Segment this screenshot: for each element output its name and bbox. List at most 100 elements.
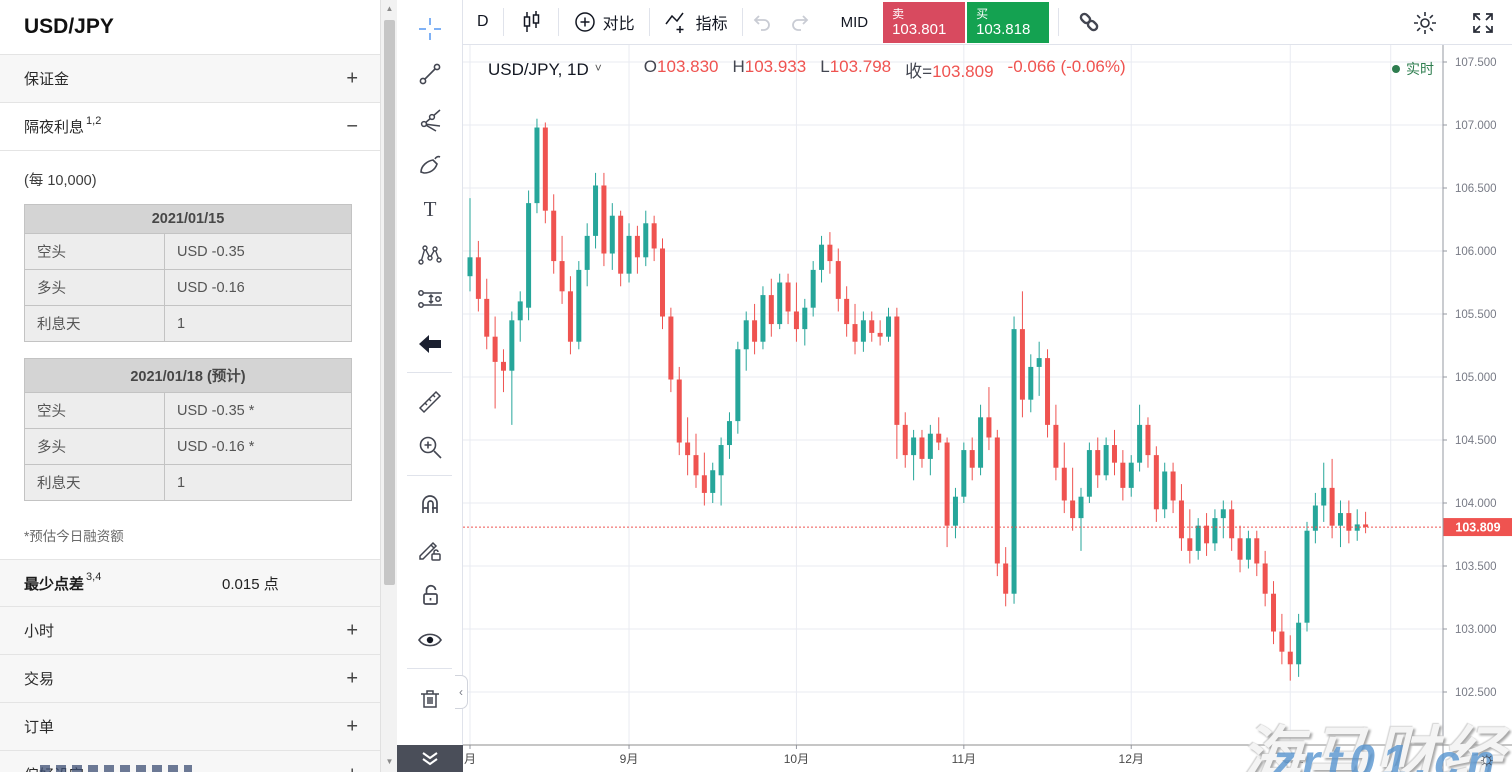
redo-button[interactable]	[781, 12, 819, 32]
footnote-sup: 3,4	[86, 571, 102, 583]
svg-text:10月: 10月	[784, 752, 809, 766]
section-margin[interactable]: 保证金 +	[0, 55, 380, 103]
svg-text:107.000: 107.000	[1455, 120, 1497, 132]
scroll-down-icon[interactable]: ▼	[385, 757, 394, 766]
section-overnight-interest[interactable]: 隔夜利息 1,2 −	[0, 103, 380, 151]
crosshair-tool[interactable]	[397, 6, 462, 51]
footnote-sup: 1,2	[86, 114, 102, 127]
chart-toolbar: D 对比 指标	[463, 0, 1512, 45]
close-label: 收=	[905, 62, 933, 81]
chart-panel: D 对比 指标	[455, 0, 1512, 772]
trend-line-tool[interactable]	[397, 51, 462, 96]
mid-price-toggle[interactable]: MID	[827, 0, 883, 45]
sell-label: 卖	[892, 6, 905, 21]
gann-fib-icon	[420, 108, 440, 132]
gann-fib-tool[interactable]	[397, 96, 462, 141]
panel-collapse-handle[interactable]: ‹	[455, 675, 468, 709]
text-tool[interactable]: T	[397, 186, 462, 231]
settings-button[interactable]	[1396, 10, 1454, 36]
section-trade-label: 交易	[24, 671, 55, 688]
drawing-toolbar: T	[397, 0, 463, 772]
svg-text:104.000: 104.000	[1455, 498, 1497, 510]
svg-text:T: T	[423, 197, 436, 221]
projection-tool[interactable]	[397, 276, 462, 321]
buy-button[interactable]: 买 103.818	[967, 1, 1050, 43]
row-label: 空头	[24, 392, 165, 429]
indicators-icon	[664, 12, 684, 33]
scrollbar-thumb[interactable]	[384, 20, 395, 585]
svg-text:11月: 11月	[952, 752, 976, 766]
toolbar-divider	[407, 475, 452, 476]
interval-button[interactable]: D	[463, 0, 503, 45]
collapse-icon[interactable]: −	[346, 115, 358, 137]
expand-icon[interactable]: +	[346, 67, 358, 89]
open-label: O	[643, 57, 658, 76]
row-label: 多头	[24, 428, 165, 465]
fullscreen-icon	[1473, 12, 1493, 33]
scroll-up-icon[interactable]: ▲	[385, 4, 394, 13]
magnet-tool[interactable]	[397, 482, 462, 527]
sidebar-scrollbar[interactable]: ▲ ▼	[380, 0, 397, 772]
section-hours[interactable]: 小时 +	[0, 607, 380, 655]
measure-tool[interactable]	[397, 379, 462, 424]
indicators-label: 指标	[695, 16, 728, 33]
row-value: USD -0.35	[164, 233, 352, 270]
table-header-date: 2021/01/18 (预计)	[24, 358, 352, 393]
high-value: 103.933	[744, 57, 807, 76]
undo-button[interactable]	[743, 12, 781, 32]
visibility-tool[interactable]	[397, 617, 462, 662]
compare-label: 对比	[602, 16, 635, 33]
zoom-in-tool[interactable]	[397, 424, 462, 469]
close-value: 103.809	[932, 62, 994, 81]
share-link-button[interactable]	[1059, 8, 1119, 36]
svg-text:12月: 12月	[1119, 752, 1144, 766]
expand-icon[interactable]: +	[346, 667, 358, 689]
chevron-down-icon[interactable]: ˅	[594, 60, 602, 75]
pattern-tool[interactable]	[397, 231, 462, 276]
candlestick-chart[interactable]: 107.500 107.000 106.500 106.000 105.500 105.0…	[463, 45, 1512, 772]
sell-button[interactable]: 卖 103.801	[883, 1, 966, 43]
svg-text:9月: 9月	[620, 752, 639, 766]
realtime-dot-icon	[1392, 65, 1400, 73]
ruler-icon	[418, 390, 441, 413]
lock-tool[interactable]	[397, 572, 462, 617]
symbol-title: USD/JPY	[0, 0, 380, 55]
section-orders[interactable]: 订单 +	[0, 703, 380, 751]
chart-style-button[interactable]	[504, 0, 558, 45]
row-label: 利息天	[24, 464, 165, 501]
draw-lock-tool[interactable]	[397, 527, 462, 572]
svg-text:106.500: 106.500	[1455, 183, 1497, 195]
double-chevron-down-icon	[422, 751, 438, 765]
realtime-badge: 实时	[1392, 59, 1434, 79]
svg-text:月: 月	[464, 752, 476, 766]
link-icon	[1079, 12, 1099, 32]
candlestick-icon	[523, 11, 539, 32]
fullscreen-button[interactable]	[1454, 10, 1512, 36]
table-row: 空头 USD -0.35	[24, 233, 352, 270]
lock-open-icon	[422, 584, 438, 605]
pencil-lock-icon	[418, 541, 441, 561]
expand-icon[interactable]: +	[346, 715, 358, 737]
trash-icon	[420, 689, 439, 708]
legend-symbol[interactable]: USD/JPY, 1D	[488, 59, 589, 79]
compare-button[interactable]: 对比	[559, 0, 649, 45]
remove-drawings-tool[interactable]	[397, 675, 462, 720]
indicators-button[interactable]: 指标	[650, 0, 742, 45]
clipped-text-row	[40, 765, 192, 772]
row-label: 多头	[24, 269, 165, 306]
row-value: USD -0.35 *	[164, 392, 352, 429]
expand-icon[interactable]: +	[346, 619, 358, 641]
active-arrow-tool[interactable]	[397, 321, 462, 366]
per-unit-label: (每 10,000)	[0, 151, 380, 202]
section-margin-label: 保证金	[24, 71, 70, 88]
expand-icon[interactable]: +	[346, 763, 358, 772]
section-trade[interactable]: 交易 +	[0, 655, 380, 703]
chart-area[interactable]: 107.500 107.000 106.500 106.000 105.500 105.0…	[455, 45, 1512, 772]
magnet-icon	[421, 494, 438, 513]
collapse-toolbar-button[interactable]	[397, 745, 463, 772]
high-label: H	[732, 57, 745, 76]
brush-tool[interactable]	[397, 141, 462, 186]
theme-sun-icon[interactable]: ☼	[1477, 748, 1496, 770]
overnight-content: (每 10,000) 2021/01/15 空头 USD -0.35 多头 US…	[0, 151, 380, 559]
